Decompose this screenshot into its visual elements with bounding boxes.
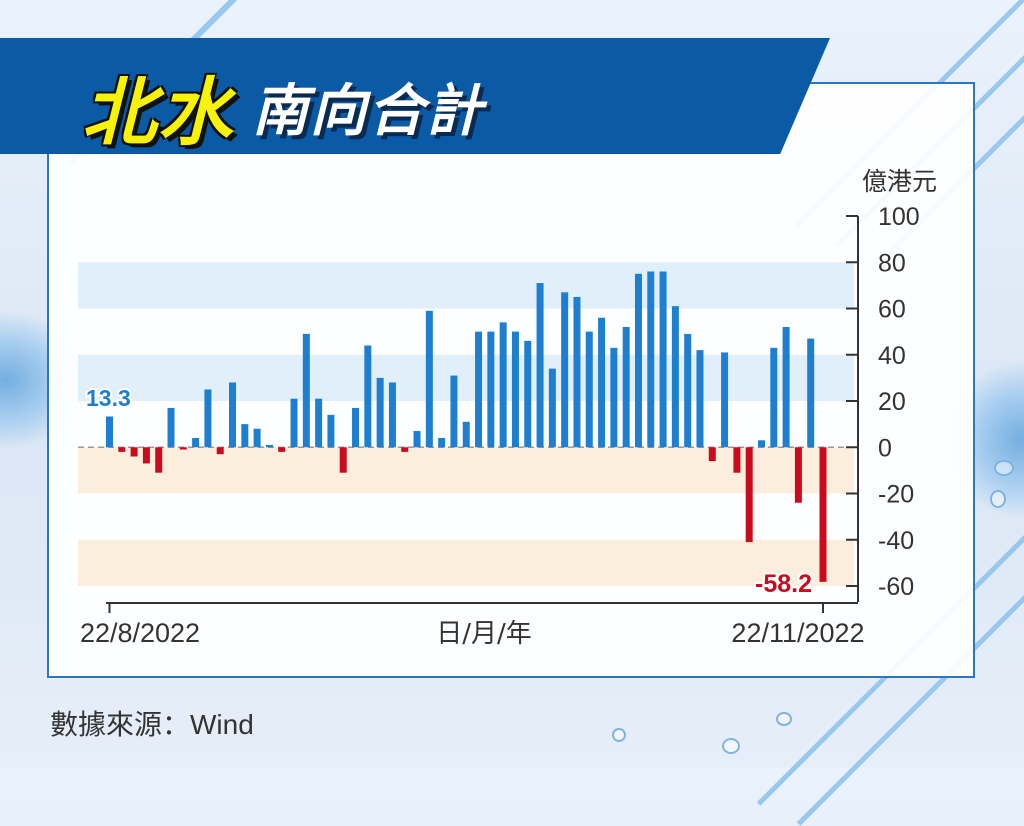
bar-positive bbox=[696, 350, 704, 448]
bar-positive bbox=[438, 438, 446, 448]
y-tick-label: 0 bbox=[878, 434, 892, 462]
bar-negative bbox=[339, 447, 347, 473]
bar-negative bbox=[708, 447, 716, 462]
bar-positive bbox=[487, 331, 495, 448]
band-negative bbox=[78, 447, 854, 494]
bar-positive bbox=[757, 440, 765, 448]
bar-chart: 100 80 60 40 20 0 -20 -40 -60 億港元 22/8/2022 22/11/2… bbox=[78, 167, 937, 649]
x-tick-label-end: 22/11/2022 bbox=[731, 618, 864, 648]
bar-negative bbox=[819, 447, 827, 582]
y-tick-label: 20 bbox=[878, 388, 906, 416]
water-droplet bbox=[994, 460, 1014, 476]
title-main: 北水 bbox=[82, 69, 234, 156]
bar-negative bbox=[118, 447, 126, 452]
bar-positive bbox=[413, 431, 421, 448]
bar-positive bbox=[807, 338, 815, 448]
y-tick-label: 60 bbox=[878, 296, 906, 324]
y-tick-label: -40 bbox=[878, 527, 914, 555]
bar-positive bbox=[327, 414, 335, 448]
bar-positive bbox=[315, 398, 323, 448]
title-group: 北水 南向合計 bbox=[82, 56, 484, 156]
bar-positive bbox=[561, 292, 569, 448]
water-droplet bbox=[990, 490, 1006, 508]
bar-positive bbox=[462, 421, 470, 448]
bar-positive bbox=[585, 331, 593, 448]
y-tick-label: 40 bbox=[878, 342, 906, 370]
bar-positive bbox=[253, 428, 261, 448]
bar-positive bbox=[106, 416, 113, 448]
bar-negative bbox=[216, 447, 224, 455]
title-banner bbox=[0, 38, 830, 154]
y-tick-label: 80 bbox=[878, 249, 906, 277]
bar-negative bbox=[155, 447, 163, 473]
bar-positive bbox=[684, 333, 692, 448]
annotation-last-value: -58.2 bbox=[755, 570, 812, 598]
x-axis-label: 日/月/年 bbox=[436, 619, 532, 649]
bar-positive bbox=[450, 375, 458, 448]
water-droplet bbox=[612, 728, 626, 742]
y-tick-label: 100 bbox=[878, 203, 920, 231]
bar-positive bbox=[671, 306, 679, 448]
bar-negative bbox=[278, 447, 286, 452]
bar-negative bbox=[179, 447, 187, 450]
bar-positive bbox=[265, 444, 273, 448]
annotation-first-value: 13.3 bbox=[86, 385, 131, 411]
bar-positive bbox=[770, 347, 778, 448]
water-droplet bbox=[722, 738, 740, 754]
bar-positive bbox=[536, 283, 544, 448]
bar-positive bbox=[622, 327, 630, 448]
bar-positive bbox=[302, 333, 310, 448]
bar-positive bbox=[721, 352, 729, 448]
bar-positive bbox=[634, 273, 642, 448]
bar-negative bbox=[401, 447, 409, 452]
bar-positive bbox=[598, 317, 606, 448]
title-sub: 南向合計 bbox=[252, 78, 484, 144]
y-tick-label: -60 bbox=[878, 573, 914, 601]
bar-positive bbox=[610, 347, 618, 448]
bar-positive bbox=[352, 407, 360, 448]
bar-positive bbox=[548, 368, 556, 448]
bar-negative bbox=[794, 447, 802, 503]
bar-negative bbox=[733, 447, 741, 473]
band-positive bbox=[78, 354, 854, 401]
bar-positive bbox=[290, 398, 298, 448]
bar-positive bbox=[241, 424, 249, 448]
bar-positive bbox=[425, 310, 433, 448]
y-axis-unit: 億港元 bbox=[862, 167, 937, 196]
water-droplet bbox=[776, 712, 792, 726]
y-tick-label: -20 bbox=[878, 481, 914, 509]
bar-negative bbox=[130, 447, 138, 457]
bar-positive bbox=[229, 382, 237, 448]
bar-positive bbox=[782, 327, 790, 448]
bar-positive bbox=[388, 382, 396, 448]
x-tick-label-start: 22/8/2022 bbox=[80, 618, 200, 648]
bar-positive bbox=[376, 377, 384, 448]
bar-negative bbox=[745, 447, 753, 543]
bar-negative bbox=[142, 447, 150, 464]
bar-positive bbox=[499, 322, 507, 448]
bar-positive bbox=[573, 296, 581, 448]
bar-positive bbox=[475, 331, 483, 448]
bar-positive bbox=[204, 389, 212, 448]
bar-positive bbox=[524, 340, 532, 448]
bar-positive bbox=[511, 331, 519, 448]
band-negative bbox=[78, 539, 854, 586]
bar-positive bbox=[659, 271, 667, 448]
bar-positive bbox=[167, 407, 175, 448]
bar-positive bbox=[647, 271, 655, 448]
bar-positive bbox=[364, 345, 372, 448]
source-note: 數據來源：Wind bbox=[50, 709, 254, 740]
bar-positive bbox=[192, 438, 200, 448]
band-positive bbox=[78, 262, 854, 309]
